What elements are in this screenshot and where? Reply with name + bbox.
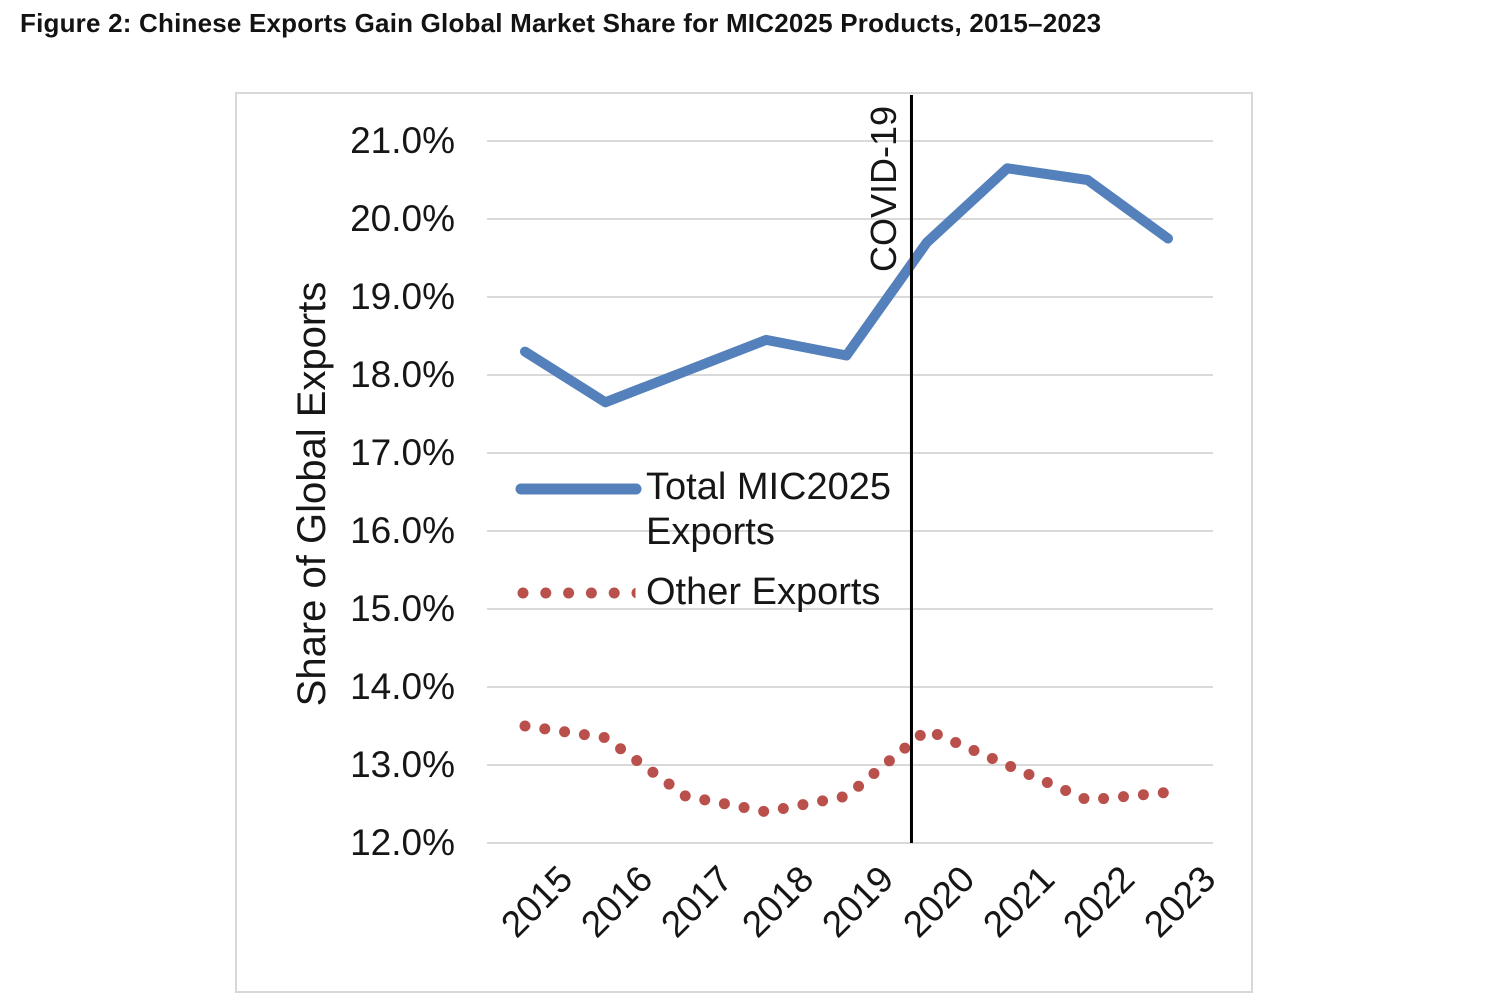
- y-axis-title: Share of Global Exports: [290, 281, 334, 707]
- y-tick-label: 15.0%: [350, 588, 455, 629]
- y-tick-label: 17.0%: [350, 432, 455, 473]
- y-tick-label: 16.0%: [350, 510, 455, 551]
- y-tick-label: 12.0%: [350, 822, 455, 863]
- legend-label-other-exports: Other Exports: [646, 571, 881, 613]
- y-tick-label: 19.0%: [350, 276, 455, 317]
- y-tick-label: 18.0%: [350, 354, 455, 395]
- y-tick-label: 21.0%: [350, 120, 455, 161]
- series-line-other-exports: [519, 720, 1174, 818]
- series-line-total-mic2025: [520, 163, 1173, 408]
- y-tick-label: 14.0%: [350, 666, 455, 707]
- figure-title: Figure 2: Chinese Exports Gain Global Ma…: [20, 8, 1102, 38]
- y-tick-label: 13.0%: [350, 744, 455, 785]
- y-tick-label: 20.0%: [350, 198, 455, 239]
- covid-annotation-label: COVID-19: [863, 105, 904, 272]
- legend-label-total-mic2025: Total MIC2025 Exports: [646, 466, 892, 553]
